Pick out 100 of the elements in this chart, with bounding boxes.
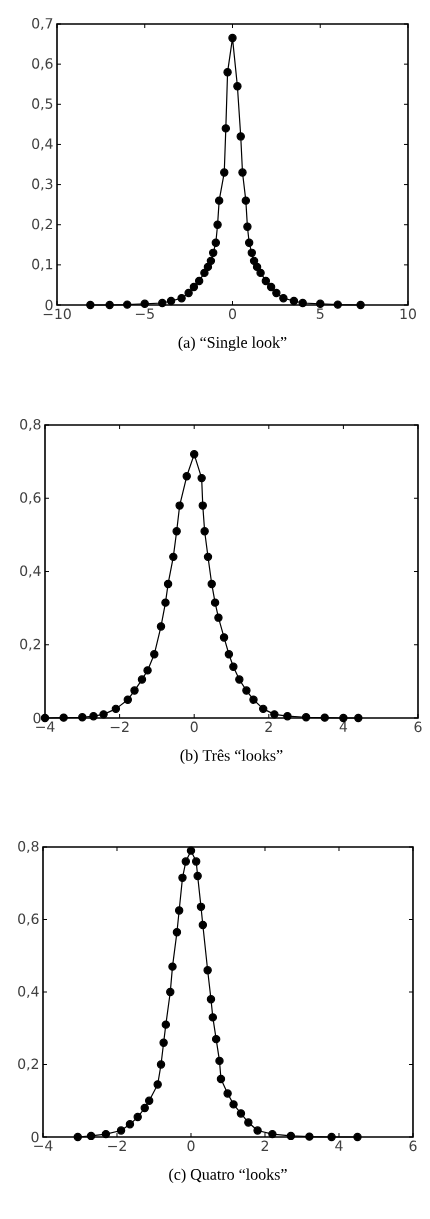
point: [99, 710, 108, 719]
y-tick-label: 0,4: [20, 565, 41, 578]
point: [178, 873, 187, 883]
point: [327, 1132, 336, 1142]
x-tick-label: 0: [228, 308, 237, 320]
y-tick-label: 0,2: [18, 1058, 39, 1071]
point: [125, 1120, 135, 1129]
point: [219, 633, 229, 642]
point: [73, 1132, 82, 1142]
point: [137, 675, 147, 684]
y-tick-label: 0,7: [32, 18, 53, 31]
point: [211, 238, 221, 247]
x-tick-label: 5: [316, 308, 324, 319]
point: [191, 857, 201, 866]
point: [175, 501, 184, 510]
point: [200, 527, 209, 536]
point: [116, 1126, 126, 1135]
point: [223, 67, 232, 77]
point: [235, 675, 244, 684]
point: [236, 132, 245, 141]
point: [268, 1129, 277, 1139]
point: [181, 857, 191, 866]
point: [283, 711, 292, 721]
point: [189, 282, 199, 292]
point: [168, 962, 177, 971]
point: [241, 196, 251, 205]
point: [214, 196, 224, 205]
point: [194, 276, 204, 286]
point: [353, 1132, 362, 1142]
point: [252, 262, 262, 272]
point: [249, 256, 259, 266]
point: [256, 268, 265, 278]
point: [220, 168, 229, 177]
point: [174, 906, 184, 915]
point: [182, 472, 191, 481]
x-tick-label: 4: [339, 721, 348, 732]
y-tick-label: 0,3: [32, 178, 53, 191]
point: [166, 987, 175, 997]
point: [356, 300, 365, 310]
point: [150, 650, 159, 659]
y-tick-label: 0,4: [18, 985, 39, 999]
point: [172, 928, 182, 937]
point: [198, 920, 208, 930]
y-tick-label: 0,2: [20, 638, 41, 651]
point: [236, 1109, 246, 1118]
point: [196, 902, 206, 912]
point: [270, 710, 279, 719]
point: [130, 686, 139, 695]
y-tick-label: 0,6: [18, 913, 39, 926]
point: [253, 1126, 262, 1135]
point: [156, 622, 166, 631]
y-tick-label: 0,2: [32, 218, 53, 231]
point: [78, 713, 87, 722]
point: [233, 82, 242, 91]
point: [286, 1131, 296, 1141]
point: [229, 662, 238, 671]
point: [207, 579, 216, 589]
point: [238, 168, 247, 177]
y-tick-label: 0,8: [18, 841, 39, 854]
point: [156, 1060, 166, 1069]
point: [244, 238, 254, 247]
point: [184, 288, 193, 298]
x-tick-label: −5: [135, 308, 154, 319]
y-tick-label: 0,6: [20, 492, 41, 505]
point: [249, 695, 258, 704]
x-tick-label: 0: [190, 721, 198, 733]
point: [333, 300, 342, 309]
text: (a) “Single look”: [178, 336, 287, 352]
point: [224, 650, 234, 659]
x-tick-label: 2: [261, 1140, 269, 1151]
point: [203, 262, 213, 272]
point: [272, 288, 281, 298]
point: [247, 248, 256, 258]
x-tick-label: 6: [414, 721, 422, 733]
point: [89, 711, 98, 721]
point: [153, 1080, 162, 1089]
text: (c) Quatro “looks”: [169, 1168, 287, 1184]
point: [298, 298, 307, 308]
point: [203, 552, 213, 562]
point: [279, 293, 288, 303]
point: [163, 579, 173, 589]
point: [101, 1129, 111, 1139]
point: [320, 713, 329, 722]
point: [228, 33, 237, 43]
point: [140, 299, 149, 309]
point: [316, 299, 325, 309]
point: [133, 1112, 142, 1122]
point: [208, 1013, 218, 1022]
y-tick-label: 0,4: [32, 138, 53, 151]
point: [229, 1100, 238, 1109]
x-tick-label: 10: [400, 308, 416, 320]
point: [206, 995, 216, 1004]
point: [214, 613, 223, 622]
point: [211, 1034, 221, 1044]
x-tick-label: −2: [110, 721, 129, 732]
point: [243, 222, 252, 231]
point: [206, 256, 216, 266]
point: [159, 1038, 168, 1047]
point: [172, 527, 181, 536]
point: [210, 598, 220, 607]
